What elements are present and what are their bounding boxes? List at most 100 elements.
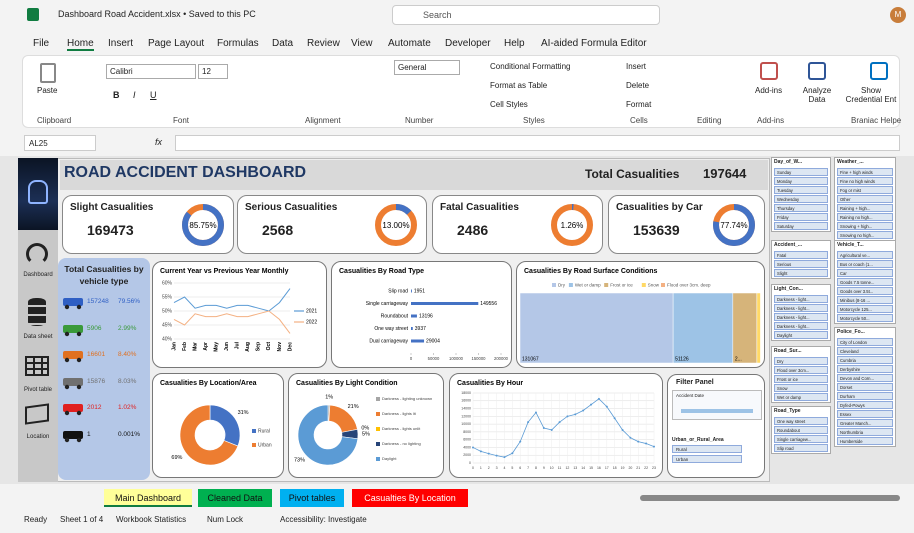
nav-item[interactable]: Pivot table	[23, 387, 53, 393]
slicer-item[interactable]: Raining + high...	[837, 204, 893, 212]
slicer-item[interactable]: Frost or ice	[774, 375, 828, 383]
slicer-item[interactable]: Bus or coach (1...	[837, 260, 893, 268]
menu-tab[interactable]: Help	[504, 38, 525, 49]
sheet-tab[interactable]: Pivot tables	[280, 489, 344, 507]
slicer-item[interactable]: Goods over 3.5t...	[837, 287, 893, 295]
slicer-item[interactable]: Other	[837, 195, 893, 203]
nav-item[interactable]: Data sheet	[23, 334, 53, 340]
slicer-item[interactable]: Dyfed-Powys	[837, 401, 893, 409]
slicer-item[interactable]: Dry	[774, 357, 828, 365]
slicer-item[interactable]: Darkness - light...	[774, 322, 828, 330]
menu-tab[interactable]: Insert	[108, 38, 134, 49]
format-select[interactable]: General	[394, 60, 460, 75]
menu-tab[interactable]: Data	[272, 38, 294, 49]
slicer-item[interactable]: Wet or damp	[774, 393, 828, 401]
bold-button[interactable]: B	[113, 90, 120, 100]
ribbon-button[interactable]: Analyze Data	[802, 86, 832, 104]
styles-button[interactable]: Conditional Formatting	[490, 62, 571, 71]
menu-tab[interactable]: Automate	[388, 38, 431, 49]
slicer-item[interactable]: Rural	[672, 445, 742, 453]
styles-button[interactable]: Format as Table	[490, 81, 548, 90]
legend-swatch	[568, 283, 573, 287]
slicer-item[interactable]: City of London	[837, 338, 893, 346]
size-select[interactable]: 12	[198, 64, 228, 79]
menu-tab[interactable]: AI-aided Formula Editor	[541, 38, 647, 49]
cells-button[interactable]: Delete	[626, 81, 650, 90]
menu-tab[interactable]: File	[33, 38, 50, 49]
slicer-item[interactable]: Motorcycle 50...	[837, 314, 893, 322]
slicer-item[interactable]: Essex	[837, 410, 893, 418]
slicer-item[interactable]: Roundabout	[774, 426, 828, 434]
avatar[interactable]: M	[890, 7, 906, 23]
point	[637, 440, 640, 443]
slicer-item[interactable]: Agricultural ve...	[837, 251, 893, 259]
underline-button[interactable]: U	[150, 90, 157, 100]
slicer-header: Weather_...	[837, 159, 864, 165]
slicer-item[interactable]: Greater Manch...	[837, 419, 893, 427]
slicer-item[interactable]: Wednesday	[774, 195, 828, 203]
date-slicer[interactable]: Accident Date	[672, 390, 762, 420]
slicer-item[interactable]: Minibus (8-16 ...	[837, 296, 893, 304]
slicer-item[interactable]: Slight	[774, 269, 828, 277]
slicer-item[interactable]: Snowing no high...	[837, 231, 893, 239]
slicer-item[interactable]: Cumbria	[837, 356, 893, 364]
slicer-item[interactable]: Fine no high winds	[837, 177, 893, 185]
ribbon-button[interactable]: Show Credential Ent	[845, 86, 897, 104]
slicer-item[interactable]: Fine + high winds	[837, 168, 893, 176]
font-select[interactable]: Calibri	[106, 64, 196, 79]
slicer-item[interactable]: Urban	[672, 455, 742, 463]
sheet-tab[interactable]: Casualties By Location	[352, 489, 468, 507]
slicer-item[interactable]: Flood over 3cm...	[774, 366, 828, 374]
italic-button[interactable]: I	[133, 90, 136, 100]
slicer-item[interactable]: Motorcycle 125...	[837, 305, 893, 313]
menu-tab[interactable]: View	[351, 38, 373, 49]
menu-tab[interactable]: Home	[67, 38, 94, 51]
legend-label: Darkness - lights unlit	[382, 426, 421, 431]
formula-input[interactable]	[175, 135, 900, 151]
styles-button[interactable]: Cell Styles	[490, 100, 528, 109]
slicer-item[interactable]: Northumbria	[837, 428, 893, 436]
slicer-item[interactable]: Darkness - light...	[774, 304, 828, 312]
ribbon-button[interactable]: Paste	[37, 86, 58, 95]
slicer-item[interactable]: Goods 7.5 tonne...	[837, 278, 893, 286]
slicer-item[interactable]: Monday	[774, 177, 828, 185]
nav-item[interactable]: Location	[26, 434, 50, 440]
segment	[519, 292, 674, 364]
slicer-item[interactable]: Tuesday	[774, 186, 828, 194]
name-box[interactable]: AL25	[24, 135, 96, 151]
slicer-item[interactable]: Sunday	[774, 168, 828, 176]
slicer-item[interactable]: Daylight	[774, 331, 828, 339]
slicer-item[interactable]: Friday	[774, 213, 828, 221]
slicer-item[interactable]: One way street	[774, 417, 828, 425]
slicer-item[interactable]: Fatal	[774, 251, 828, 259]
slicer-item[interactable]: Saturday	[774, 222, 828, 230]
slicer-item[interactable]: Devon and Corn...	[837, 374, 893, 382]
cells-button[interactable]: Insert	[626, 62, 647, 71]
ribbon-button[interactable]: Add-ins	[755, 86, 783, 95]
slicer-item[interactable]: Single carriagew...	[774, 435, 828, 443]
slicer-item[interactable]: Durham	[837, 392, 893, 400]
slicer-item[interactable]: Snow	[774, 384, 828, 392]
sheet-tab[interactable]: Cleaned Data	[198, 489, 272, 507]
menu-tab[interactable]: Review	[307, 38, 340, 49]
menu-tab[interactable]: Developer	[445, 38, 491, 49]
nav-item[interactable]: Dashboard	[23, 272, 53, 278]
slicer-item[interactable]: Serious	[774, 260, 828, 268]
slicer-item[interactable]: Raining no high...	[837, 213, 893, 221]
menu-tab[interactable]: Formulas	[217, 38, 259, 49]
slicer-item[interactable]: Fog or mist	[837, 186, 893, 194]
slicer-item[interactable]: Derbyshire	[837, 365, 893, 373]
search-box[interactable]: Search	[392, 5, 660, 25]
slicer-item[interactable]: Dorset	[837, 383, 893, 391]
slicer-item[interactable]: Thursday	[774, 204, 828, 212]
cells-button[interactable]: Format	[626, 100, 652, 109]
slicer-item[interactable]: Cleveland	[837, 347, 893, 355]
slicer-item[interactable]: Slip road	[774, 444, 828, 452]
slicer-item[interactable]: Humberside	[837, 437, 893, 445]
sheet-tab[interactable]: Main Dashboard	[104, 489, 192, 507]
slicer-item[interactable]: Darkness - light...	[774, 295, 828, 303]
menu-tab[interactable]: Page Layout	[148, 38, 205, 49]
slicer-item[interactable]: Darkness - light...	[774, 313, 828, 321]
slicer-item[interactable]: Snowing + high...	[837, 222, 893, 230]
slicer-item[interactable]: Car	[837, 269, 893, 277]
